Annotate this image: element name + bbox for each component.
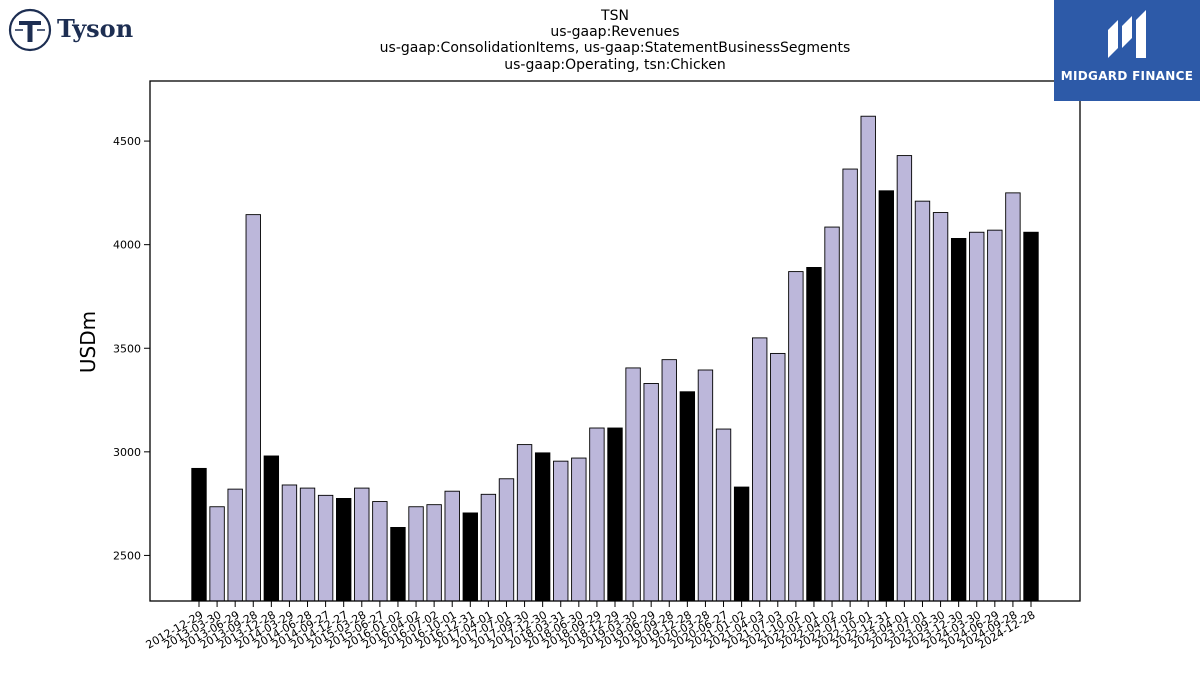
chart-title-line-4: us-gaap:Operating, tsn:Chicken — [504, 57, 725, 73]
y-tick-label: 4000 — [113, 239, 141, 252]
bar-2014-06-28 — [299, 487, 316, 602]
tyson-wordmark: Tyson — [57, 14, 134, 43]
y-axis: 2500 3000 3500 4000 4500 — [113, 135, 150, 562]
bar-2022-10-01 — [860, 115, 876, 602]
bar-2014-03-29 — [281, 484, 298, 602]
bar-2022-12-31 — [878, 190, 894, 602]
chart-title-line-2: us-gaap:Revenues — [550, 24, 679, 40]
bar-2015-06-27 — [372, 501, 388, 602]
bar-2019-12-28 — [679, 391, 696, 602]
bar-2024-06-29 — [987, 229, 1003, 602]
tyson-emblem-icon — [8, 8, 52, 52]
bar-2018-09-29 — [589, 427, 605, 602]
bar-2019-03-30 — [625, 367, 641, 602]
y-axis-label: USDm — [76, 311, 100, 373]
bar-2024-03-30 — [969, 231, 985, 602]
bar-2016-01-02 — [390, 527, 406, 602]
bar-2012-12-29 — [191, 467, 207, 602]
y-tick-label: 2500 — [113, 549, 141, 562]
midgard-wordmark: MIDGARD FINANCE — [1060, 69, 1194, 83]
bar-2021-07-03 — [770, 352, 786, 602]
y-tick-label: 3000 — [113, 446, 141, 459]
bar-2022-07-02 — [842, 168, 858, 602]
bar-2013-03-30 — [209, 506, 225, 602]
bar-2018-03-31 — [553, 460, 569, 602]
chart-title-line-3: us-gaap:ConsolidationItems, us-gaap:Stat… — [380, 40, 851, 56]
bar-2013-06-29 — [227, 488, 243, 602]
bar-2024-12-28 — [1023, 231, 1039, 602]
bar-2023-04-01 — [896, 155, 913, 602]
bar-2021-01-02 — [733, 486, 750, 602]
bar-2018-12-29 — [607, 427, 623, 602]
bar-2017-04-01 — [480, 493, 497, 602]
bar-2014-12-27 — [336, 498, 352, 602]
bar-2021-04-03 — [752, 337, 768, 602]
bar-2019-09-28 — [661, 359, 677, 602]
bar-series — [191, 115, 1039, 602]
bar-2023-12-30 — [950, 237, 967, 602]
plot-frame — [149, 80, 1081, 602]
bar-2017-09-30 — [516, 444, 533, 602]
bar-2019-06-29 — [643, 383, 659, 602]
bar-2020-03-28 — [697, 369, 714, 602]
x-axis: 2012-12-292013-03-302013-06-292013-09-28… — [144, 601, 1038, 652]
y-tick-label: 3500 — [113, 342, 141, 355]
bar-2013-12-28 — [263, 455, 280, 602]
bar-2016-10-01 — [444, 490, 460, 602]
bar-2020-06-27 — [715, 428, 732, 602]
bar-2023-07-01 — [914, 200, 931, 602]
bar-2016-07-02 — [426, 504, 442, 602]
tyson-logo: Tyson — [8, 8, 148, 54]
bar-2018-06-30 — [571, 457, 587, 602]
bar-2016-04-02 — [408, 506, 424, 602]
bar-2021-10-02 — [788, 271, 804, 602]
bar-2013-09-28 — [245, 214, 261, 602]
bar-2015-03-28 — [354, 487, 370, 602]
midgard-emblem-icon — [1108, 10, 1146, 58]
bar-2022-04-02 — [824, 226, 840, 602]
bar-2024-09-28 — [1005, 192, 1021, 602]
bar-2014-09-27 — [317, 494, 334, 602]
bar-2017-07-01 — [498, 478, 515, 602]
bar-2016-12-31 — [462, 512, 478, 602]
bar-2023-09-30 — [932, 212, 949, 602]
bar-2017-12-30 — [534, 452, 551, 602]
midgard-finance-logo: MIDGARD FINANCE — [1054, 0, 1200, 101]
bar-2022-01-01 — [806, 267, 822, 602]
chart-title: TSN us-gaap:Revenues us-gaap:Consolidati… — [380, 8, 851, 73]
y-tick-label: 4500 — [113, 135, 141, 148]
chart-title-line-1: TSN — [600, 8, 629, 24]
